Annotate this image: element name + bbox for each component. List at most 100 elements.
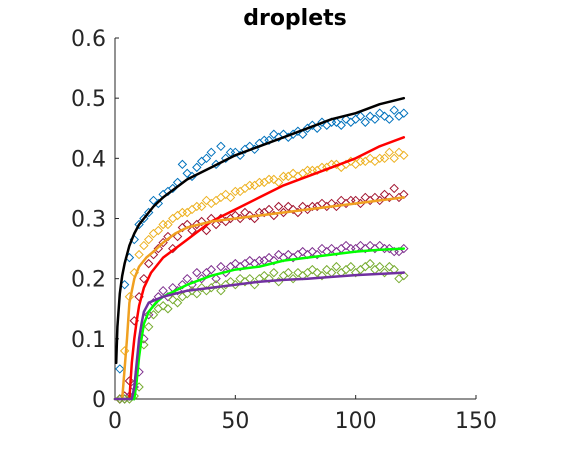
scatter-point-series-1 <box>178 208 186 216</box>
scatter-point-series-0 <box>352 115 360 123</box>
scatter-point-series-0 <box>381 112 389 120</box>
scatter-point-series-2 <box>241 208 249 216</box>
chart-title: droplets <box>243 6 347 31</box>
scatter-point-series-2 <box>265 205 273 213</box>
scatter-point-series-3 <box>217 263 225 271</box>
scatter-point-series-0 <box>390 106 398 114</box>
scatter-point-series-4 <box>308 266 316 274</box>
scatter-point-series-3 <box>376 242 384 250</box>
scatter-point-series-2 <box>284 202 292 210</box>
scatter-point-series-1 <box>376 154 384 162</box>
scatter-point-series-2 <box>361 193 369 201</box>
scatter-point-series-3 <box>193 269 201 277</box>
scatter-point-series-2 <box>275 202 283 210</box>
scatter-point-series-3 <box>159 287 167 295</box>
scatter-point-series-0 <box>376 109 384 117</box>
scatter-point-series-0 <box>207 148 215 156</box>
scatter-point-series-4 <box>164 305 172 313</box>
scatter-point-series-3 <box>183 275 191 283</box>
scatter-point-series-3 <box>231 260 239 268</box>
scatter-point-series-1 <box>169 215 177 223</box>
scatter-point-series-4 <box>304 269 312 277</box>
scatter-point-series-4 <box>174 299 182 307</box>
scatter-point-series-4 <box>361 263 369 271</box>
scatter-point-series-0 <box>395 112 403 120</box>
scatter-point-series-4 <box>270 269 278 277</box>
scatter-point-series-3 <box>342 242 350 250</box>
scatter-point-series-1 <box>260 178 268 186</box>
fit-line-series-8 <box>115 249 404 399</box>
scatter-point-series-3 <box>356 242 364 250</box>
scatter-point-series-1 <box>159 221 167 229</box>
fit-line-series-9 <box>115 273 404 399</box>
scatter-point-series-1 <box>174 211 182 219</box>
scatter-point-series-3 <box>308 248 316 256</box>
scatter-point-series-0 <box>385 115 393 123</box>
scatter-point-series-4 <box>342 266 350 274</box>
scatter-point-series-1 <box>366 154 374 162</box>
scatter-point-series-4 <box>294 269 302 277</box>
scatter-point-series-4 <box>145 323 153 331</box>
scatter-point-series-4 <box>356 266 364 274</box>
scatter-markers <box>116 106 408 403</box>
scatter-point-series-0 <box>366 112 374 120</box>
scatter-point-series-4 <box>169 296 177 304</box>
scatter-point-series-1 <box>265 175 273 183</box>
scatter-point-series-2 <box>390 184 398 192</box>
scatter-point-series-1 <box>381 154 389 162</box>
scatter-point-series-1 <box>246 181 254 189</box>
y-tick-label: 0 <box>92 388 106 413</box>
y-tick-label: 0.6 <box>71 27 106 52</box>
x-tick-label: 50 <box>221 409 249 434</box>
scatter-point-series-4 <box>260 272 268 280</box>
scatter-point-series-4 <box>395 275 403 283</box>
scatter-point-series-0 <box>178 160 186 168</box>
scatter-point-series-1 <box>150 230 158 238</box>
scatter-point-series-0 <box>116 365 124 373</box>
scatter-point-series-1 <box>279 172 287 180</box>
x-tick-label: 0 <box>108 409 122 434</box>
scatter-point-series-1 <box>217 193 225 201</box>
scatter-point-series-2 <box>337 196 345 204</box>
fit-line-series-6 <box>115 137 404 399</box>
scatter-point-series-1 <box>222 190 230 198</box>
scatter-point-series-1 <box>251 181 259 189</box>
x-tick-label: 100 <box>335 409 377 434</box>
scatter-point-series-3 <box>265 254 273 262</box>
scatter-point-series-4 <box>159 302 167 310</box>
scatter-point-series-1 <box>188 205 196 213</box>
y-tick-label: 0.1 <box>71 328 106 353</box>
scatter-point-series-1 <box>395 148 403 156</box>
scatter-point-series-3 <box>246 257 254 265</box>
scatter-point-series-0 <box>202 154 210 162</box>
scatter-point-series-3 <box>299 248 307 256</box>
scatter-point-series-1 <box>304 166 312 174</box>
scatter-point-series-0 <box>371 115 379 123</box>
scatter-point-series-1 <box>140 242 148 250</box>
scatter-point-series-1 <box>193 202 201 210</box>
scatter-point-series-1 <box>145 236 153 244</box>
scatter-point-series-4 <box>371 266 379 274</box>
scatter-point-series-4 <box>236 275 244 283</box>
scatter-point-series-1 <box>198 202 206 210</box>
scatter-point-series-1 <box>289 169 297 177</box>
scatter-point-series-0 <box>400 109 408 117</box>
scatter-point-series-0 <box>361 118 369 126</box>
scatter-point-series-4 <box>323 266 331 274</box>
scatter-point-series-1 <box>202 196 210 204</box>
scatter-point-series-4 <box>313 269 321 277</box>
scatter-point-series-1 <box>385 148 393 156</box>
x-tick-label: 150 <box>455 409 497 434</box>
scatter-point-series-3 <box>241 260 249 268</box>
scatter-point-series-1 <box>352 160 360 168</box>
scatter-point-series-0 <box>217 142 225 150</box>
scatter-point-series-4 <box>150 311 158 319</box>
scatter-point-series-1 <box>227 193 235 201</box>
scatter-point-series-1 <box>154 227 162 235</box>
scatter-point-series-3 <box>255 257 263 265</box>
scatter-point-series-4 <box>385 263 393 271</box>
scatter-point-series-0 <box>183 169 191 177</box>
scatter-point-series-3 <box>207 266 215 274</box>
scatter-point-series-0 <box>347 118 355 126</box>
